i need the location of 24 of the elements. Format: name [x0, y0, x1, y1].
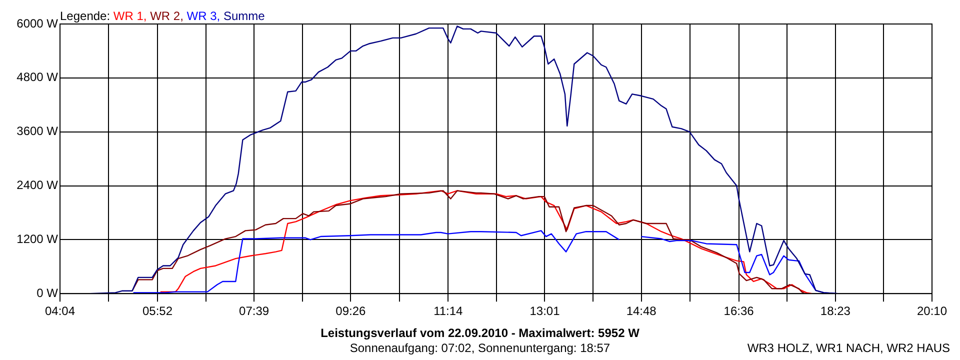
y-tick-label: 0 W: [36, 286, 59, 300]
x-tick-label: 04:04: [44, 304, 76, 318]
x-tick-label: 13:01: [530, 304, 560, 318]
text: Leistungsverlauf vom 22.09.2010 - Maximalwert: 5952 W: [320, 326, 640, 340]
y-tick-label: 2400 W: [16, 178, 59, 192]
x-tick-label: 14:48: [626, 304, 657, 318]
text: Summe: [223, 9, 265, 23]
x-tick-label: 20:10: [916, 304, 948, 318]
legend-title: Legende:: [60, 9, 112, 23]
y-tick-label: 3600 W: [16, 124, 59, 138]
text: WR3 HOLZ, WR1 NACH, WR2 HAUS: [747, 341, 950, 355]
text: WR 1,: [113, 9, 147, 23]
y-tick-label: 6000 W: [16, 16, 59, 30]
x-tick-label: 11:14: [434, 304, 464, 318]
text: WR 2,: [150, 9, 184, 23]
x-tick-label: 18:23: [820, 304, 851, 318]
y-tick-label: 4800 W: [16, 70, 59, 84]
x-tick-label: 07:39: [239, 304, 270, 318]
y-tick-label: 1200 W: [16, 232, 59, 246]
x-tick-label: 09:26: [336, 304, 366, 318]
x-tick-label: 05:52: [142, 304, 173, 318]
text: Sonnenaufgang: 07:02, Sonnenuntergang: 18:57: [350, 341, 610, 355]
x-tick-label: 16:36: [724, 304, 754, 318]
text: WR 3,: [186, 9, 220, 23]
